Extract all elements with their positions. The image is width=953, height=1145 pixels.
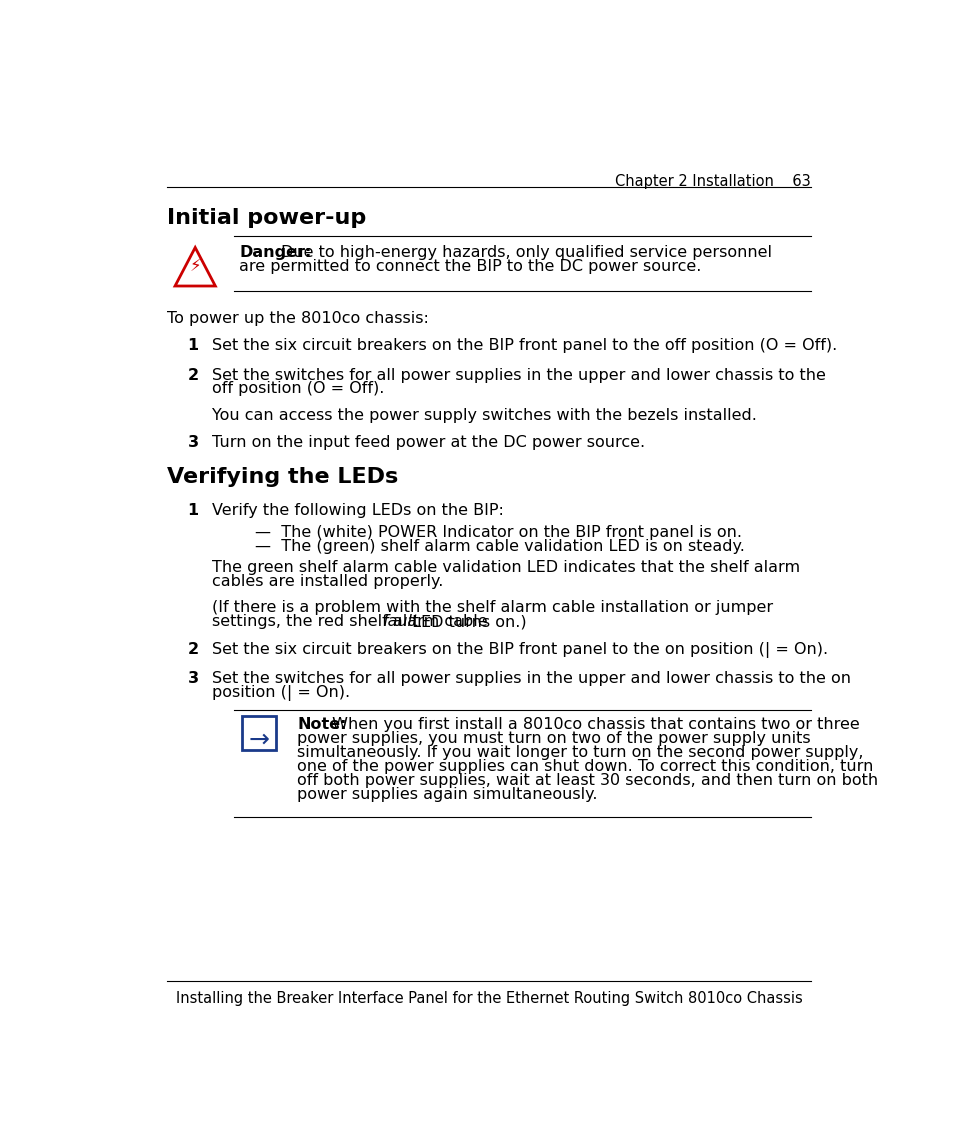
Text: Set the six circuit breakers on the BIP front panel to the off position (O = Off: Set the six circuit breakers on the BIP … [212, 339, 837, 354]
Text: ⚡: ⚡ [190, 256, 201, 275]
Text: 1: 1 [187, 339, 198, 354]
Text: are permitted to connect the BIP to the DC power source.: are permitted to connect the BIP to the … [239, 259, 701, 274]
FancyBboxPatch shape [241, 716, 275, 750]
Text: LED turns on.): LED turns on.) [406, 614, 526, 629]
Text: Danger:: Danger: [239, 245, 312, 260]
Text: 1: 1 [187, 503, 198, 519]
Text: Chapter 2 Installation    63: Chapter 2 Installation 63 [614, 174, 810, 189]
Text: Set the switches for all power supplies in the upper and lower chassis to the on: Set the switches for all power supplies … [212, 671, 850, 686]
Text: 3: 3 [187, 435, 198, 450]
Text: Installing the Breaker Interface Panel for the Ethernet Routing Switch 8010co Ch: Installing the Breaker Interface Panel f… [175, 990, 801, 1005]
Text: (If there is a problem with the shelf alarm cable installation or jumper: (If there is a problem with the shelf al… [212, 600, 773, 615]
Text: fault: fault [382, 614, 418, 629]
Text: Note:: Note: [297, 717, 347, 732]
Polygon shape [174, 247, 215, 286]
Text: position (| = On).: position (| = On). [212, 685, 350, 701]
Text: 3: 3 [187, 671, 198, 686]
Text: cables are installed properly.: cables are installed properly. [212, 574, 443, 589]
Text: The green shelf alarm cable validation LED indicates that the shelf alarm: The green shelf alarm cable validation L… [212, 560, 800, 575]
Text: Set the six circuit breakers on the BIP front panel to the on position (| = On).: Set the six circuit breakers on the BIP … [212, 641, 827, 657]
Text: When you first install a 8010co chassis that contains two or three: When you first install a 8010co chassis … [327, 717, 859, 732]
Text: 2: 2 [187, 368, 198, 382]
Text: 2: 2 [187, 641, 198, 657]
Text: Initial power-up: Initial power-up [167, 208, 366, 228]
Text: off position (O = Off).: off position (O = Off). [212, 381, 384, 396]
Text: →: → [248, 728, 269, 752]
Text: Set the switches for all power supplies in the upper and lower chassis to the: Set the switches for all power supplies … [212, 368, 825, 382]
Text: Verifying the LEDs: Verifying the LEDs [167, 467, 398, 487]
Text: settings, the red shelf alarm cable: settings, the red shelf alarm cable [212, 614, 493, 629]
Text: simultaneously. If you wait longer to turn on the second power supply,: simultaneously. If you wait longer to tu… [297, 745, 863, 760]
Text: power supplies, you must turn on two of the power supply units: power supplies, you must turn on two of … [297, 731, 810, 747]
Text: —  The (white) POWER Indicator on the BIP front panel is on.: — The (white) POWER Indicator on the BIP… [254, 524, 741, 539]
Text: You can access the power supply switches with the bezels installed.: You can access the power supply switches… [212, 409, 757, 424]
Text: —  The (green) shelf alarm cable validation LED is on steady.: — The (green) shelf alarm cable validati… [254, 538, 744, 553]
Text: off both power supplies, wait at least 30 seconds, and then turn on both: off both power supplies, wait at least 3… [297, 773, 878, 788]
Text: To power up the 8010co chassis:: To power up the 8010co chassis: [167, 310, 429, 325]
Text: one of the power supplies can shut down. To correct this condition, turn: one of the power supplies can shut down.… [297, 759, 873, 774]
Text: Verify the following LEDs on the BIP:: Verify the following LEDs on the BIP: [212, 503, 503, 519]
Text: power supplies again simultaneously.: power supplies again simultaneously. [297, 787, 598, 801]
Text: Due to high-energy hazards, only qualified service personnel: Due to high-energy hazards, only qualifi… [281, 245, 771, 260]
Text: Turn on the input feed power at the DC power source.: Turn on the input feed power at the DC p… [212, 435, 644, 450]
